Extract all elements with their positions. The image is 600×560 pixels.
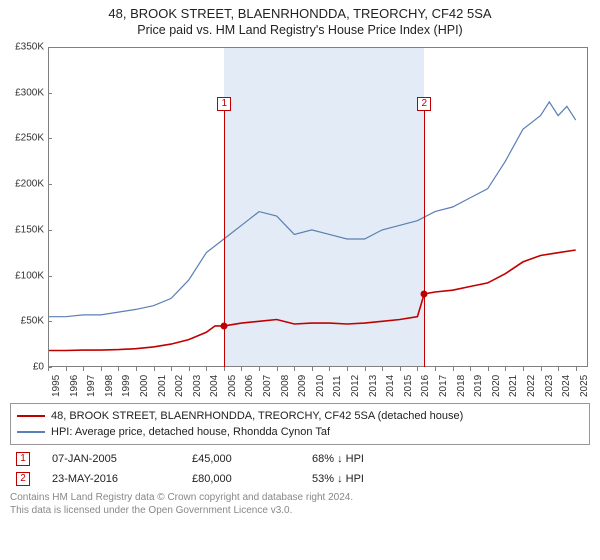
x-tick-label: 1996 (69, 375, 80, 397)
x-tick-label: 2025 (579, 375, 590, 397)
x-tick-label: 1997 (86, 375, 97, 397)
x-tick-label: 2019 (473, 375, 484, 397)
y-tick-label: £100K (15, 270, 44, 281)
x-tick-label: 2016 (420, 375, 431, 397)
page-title-address: 48, BROOK STREET, BLAENRHONDDA, TREORCHY… (4, 6, 596, 21)
sale-date: 07-JAN-2005 (46, 449, 186, 469)
sales-table: 1 07-JAN-2005 £45,000 68% ↓ HPI 2 23-MAY… (10, 449, 590, 489)
x-tick-label: 2010 (315, 375, 326, 397)
x-tick-label: 2017 (438, 375, 449, 397)
legend-label: 48, BROOK STREET, BLAENRHONDDA, TREORCHY… (51, 410, 463, 422)
x-tick-label: 2005 (227, 375, 238, 397)
sale-date: 23-MAY-2016 (46, 469, 186, 489)
x-tick-label: 2014 (385, 375, 396, 397)
x-tick-label: 2011 (332, 375, 343, 397)
legend: 48, BROOK STREET, BLAENRHONDDA, TREORCHY… (10, 403, 590, 445)
footer-line: This data is licensed under the Open Gov… (10, 504, 590, 517)
chart: £0£50K£100K£150K£200K£250K£300K£350K 12 … (4, 39, 596, 399)
x-tick-label: 2007 (262, 375, 273, 397)
x-tick-label: 2004 (209, 375, 220, 397)
y-tick-label: £350K (15, 42, 44, 53)
x-tick-label: 2022 (526, 375, 537, 397)
legend-item-hpi: HPI: Average price, detached house, Rhon… (17, 424, 583, 440)
y-axis: £0£50K£100K£150K£200K£250K£300K£350K (4, 47, 48, 367)
sale-relative: 53% ↓ HPI (306, 469, 590, 489)
sale-marker-icon: 1 (16, 452, 30, 466)
sale-dot (221, 322, 228, 329)
y-tick-label: £150K (15, 224, 44, 235)
x-tick-label: 2009 (297, 375, 308, 397)
legend-swatch (17, 431, 45, 433)
x-tick-label: 2012 (350, 375, 361, 397)
sale-row: 1 07-JAN-2005 £45,000 68% ↓ HPI (10, 449, 590, 469)
y-tick-label: £50K (21, 316, 44, 327)
x-axis: 1995 1996 1997 1998 1999 2000 2001 2002 2003 2004… (48, 367, 588, 399)
legend-label: HPI: Average price, detached house, Rhon… (51, 426, 330, 438)
sale-flag-box: 2 (417, 97, 431, 111)
y-tick-label: £250K (15, 133, 44, 144)
y-tick-label: £300K (15, 87, 44, 98)
x-tick-label: 2015 (403, 375, 414, 397)
plot-border (48, 47, 588, 367)
x-tick-label: 2013 (368, 375, 379, 397)
sale-flag-line (424, 111, 425, 367)
x-tick-label: 1995 (51, 375, 62, 397)
sale-relative: 68% ↓ HPI (306, 449, 590, 469)
sale-marker-icon: 2 (16, 472, 30, 486)
x-tick-label: 2018 (456, 375, 467, 397)
x-tick-label: 2003 (192, 375, 203, 397)
sale-price: £45,000 (186, 449, 306, 469)
x-tick-label: 2001 (157, 375, 168, 397)
plot-area: 12 (48, 47, 588, 367)
sale-row: 2 23-MAY-2016 £80,000 53% ↓ HPI (10, 469, 590, 489)
x-tick-label: 2023 (544, 375, 555, 397)
attribution-footer: Contains HM Land Registry data © Crown c… (10, 491, 590, 517)
sale-dot (421, 290, 428, 297)
legend-item-property: 48, BROOK STREET, BLAENRHONDDA, TREORCHY… (17, 408, 583, 424)
page-title-sub: Price paid vs. HM Land Registry's House … (4, 23, 596, 37)
x-tick-label: 2006 (244, 375, 255, 397)
sale-flag-box: 1 (217, 97, 231, 111)
sale-price: £80,000 (186, 469, 306, 489)
y-tick-label: £0 (33, 362, 44, 373)
legend-swatch (17, 415, 45, 417)
x-tick-label: 2024 (561, 375, 572, 397)
x-tick-label: 1999 (121, 375, 132, 397)
x-tick-label: 2008 (280, 375, 291, 397)
x-tick-label: 1998 (104, 375, 115, 397)
y-tick-label: £200K (15, 179, 44, 190)
footer-line: Contains HM Land Registry data © Crown c… (10, 491, 590, 504)
x-tick-label: 2020 (491, 375, 502, 397)
x-tick-label: 2000 (139, 375, 150, 397)
x-tick-label: 2021 (508, 375, 519, 397)
x-tick-label: 2002 (174, 375, 185, 397)
